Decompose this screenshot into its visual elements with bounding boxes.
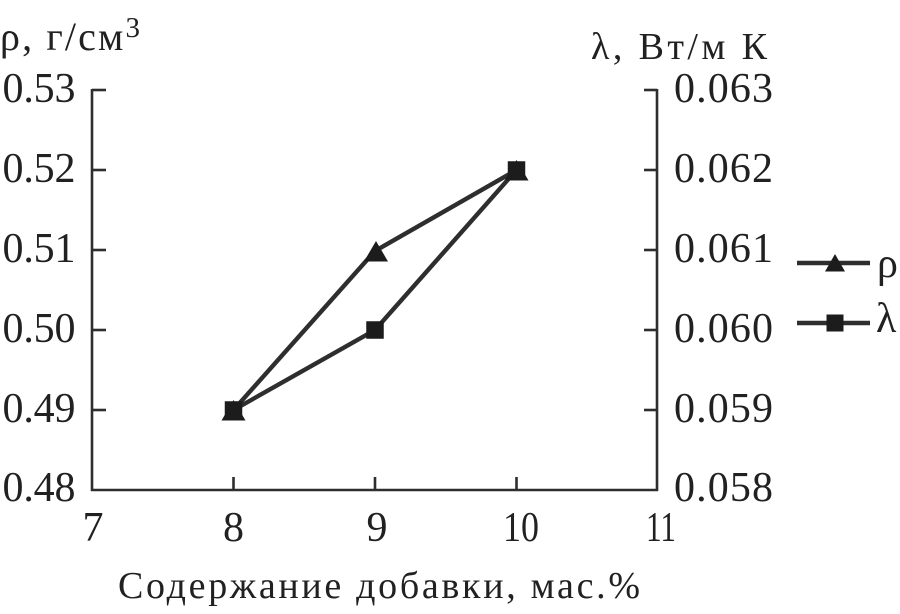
svg-text:9: 9 <box>367 505 388 551</box>
svg-text:0.50: 0.50 <box>3 306 76 352</box>
svg-text:0.063: 0.063 <box>674 66 773 112</box>
svg-text:λ, Вт/м К: λ, Вт/м К <box>591 26 768 68</box>
svg-text:0.52: 0.52 <box>3 146 76 192</box>
svg-text:ρ: ρ <box>877 241 898 287</box>
svg-text:8: 8 <box>223 505 244 551</box>
svg-text:0.059: 0.059 <box>674 386 773 432</box>
svg-text:0.060: 0.060 <box>674 306 773 352</box>
svg-text:0.48: 0.48 <box>3 465 76 511</box>
svg-text:λ: λ <box>876 296 897 342</box>
svg-text:0.49: 0.49 <box>3 386 76 432</box>
svg-text:10: 10 <box>503 505 539 551</box>
svg-text:7: 7 <box>83 505 104 551</box>
svg-text:0.061: 0.061 <box>674 226 773 272</box>
svg-text:0.51: 0.51 <box>3 226 76 272</box>
svg-text:0.062: 0.062 <box>674 146 773 192</box>
svg-text:11: 11 <box>646 505 676 551</box>
svg-text:Содержание добавки, мас.%: Содержание добавки, мас.% <box>118 565 640 607</box>
svg-text:0.53: 0.53 <box>3 66 76 112</box>
svg-text:0.058: 0.058 <box>674 465 773 511</box>
svg-text:ρ, г/см3: ρ, г/см3 <box>0 12 140 59</box>
